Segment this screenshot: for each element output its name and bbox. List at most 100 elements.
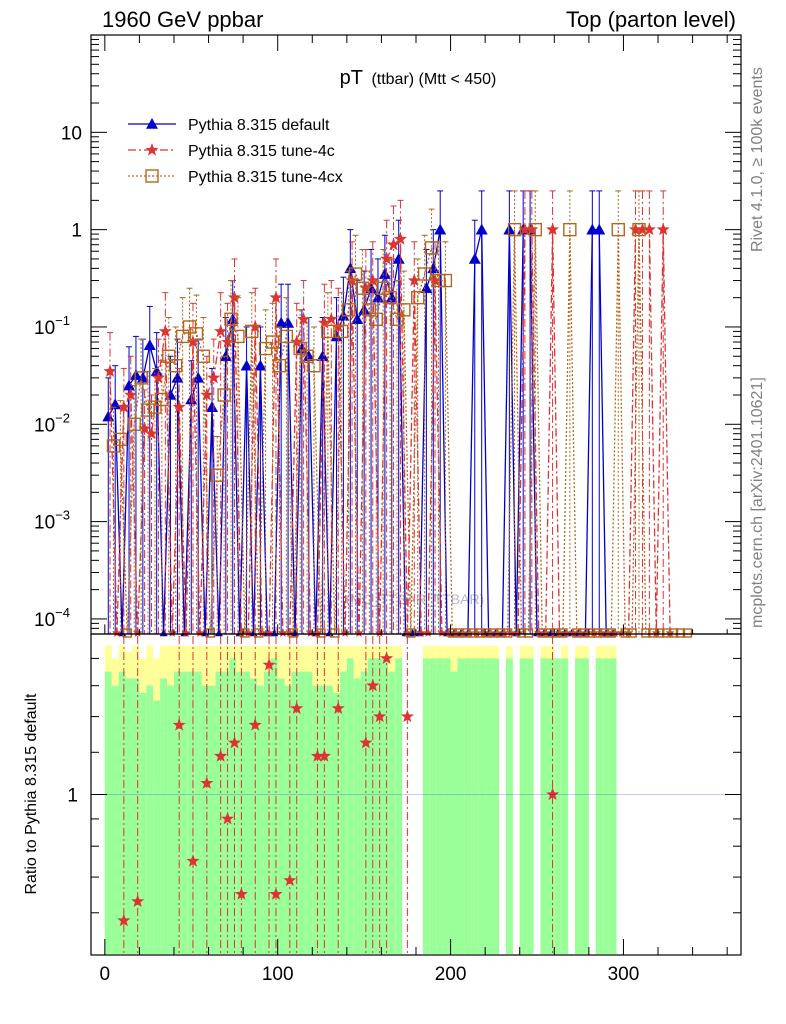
svg-text:pT (ttbar) (Mtt < 450): pT (ttbar) (Mtt < 450) bbox=[340, 67, 497, 89]
y-tick-label: 10 bbox=[61, 123, 82, 144]
zero-point-tune4cx bbox=[482, 628, 492, 638]
mcplots-reference-label: mcplots.cern.ch [arXiv:2401.10621] bbox=[749, 377, 766, 628]
zero-point-tune4cx bbox=[661, 628, 672, 638]
data-point-default bbox=[434, 223, 447, 235]
ratio-uncertainty-bands bbox=[104, 645, 617, 954]
legend-entry-tune4cx: Pythia 8.315 tune-4cx bbox=[128, 169, 343, 186]
y-tick-label-exponent: −3 bbox=[55, 508, 70, 523]
ratio-band-inner bbox=[167, 685, 174, 954]
data-point-tune4cx bbox=[272, 358, 287, 373]
ratio-point-tune4c bbox=[214, 749, 228, 762]
main-series-layer bbox=[102, 190, 693, 638]
data-point-default bbox=[171, 371, 184, 383]
zero-point-tune4cx bbox=[330, 628, 340, 638]
zero-point-tune4cx bbox=[578, 628, 589, 638]
ratio-band-inner bbox=[526, 658, 534, 954]
ratio-band-inner bbox=[194, 671, 202, 954]
ratio-point-tune4c bbox=[400, 709, 414, 723]
data-point-tune4c bbox=[525, 222, 539, 236]
data-point-default bbox=[378, 268, 391, 279]
ratio-band-inner bbox=[284, 685, 292, 954]
zero-point-tune4cx bbox=[454, 628, 464, 638]
data-point-tune4c bbox=[158, 324, 172, 338]
zero-point-tune4c bbox=[181, 628, 191, 637]
zero-point-tune4cx bbox=[240, 628, 250, 638]
data-point-tune4c bbox=[366, 273, 380, 287]
ratio-band-inner bbox=[395, 658, 403, 954]
ratio-band-inner bbox=[575, 658, 582, 954]
zero-point-tune4c bbox=[375, 628, 385, 637]
data-point-tune4cx bbox=[300, 349, 314, 363]
ratio-band-inner bbox=[201, 685, 209, 954]
data-point-tune4cx bbox=[632, 222, 646, 237]
data-point-tune4cx bbox=[507, 222, 522, 237]
ratio-band-inner bbox=[519, 658, 527, 954]
ratio-band-inner bbox=[250, 678, 257, 954]
data-point-default bbox=[475, 223, 488, 235]
ratio-band-inner bbox=[229, 658, 237, 954]
ratio-series-tune4c bbox=[117, 636, 560, 953]
zero-point-tune4c bbox=[133, 628, 143, 637]
data-point-tune4cx bbox=[293, 341, 307, 356]
ratio-band-inner bbox=[305, 671, 313, 954]
zero-point-tune4cx bbox=[489, 628, 499, 638]
ratio-band-inner bbox=[312, 685, 320, 954]
ratio-band-inner bbox=[104, 671, 112, 954]
data-point-tune4cx bbox=[217, 388, 231, 402]
header-left-label: 1960 GeV ppbar bbox=[102, 7, 263, 32]
ratio-band-inner bbox=[388, 671, 396, 954]
plot-title: pT (ttbar) (Mtt < 450) bbox=[340, 67, 497, 89]
zero-point-tune4cx bbox=[592, 628, 603, 638]
y-tick-label-base: 10 bbox=[34, 318, 55, 339]
zero-point-tune4c bbox=[278, 628, 288, 637]
series-tune4c bbox=[103, 190, 675, 637]
ratio-point-tune4c bbox=[290, 701, 304, 714]
data-point-default bbox=[358, 303, 371, 315]
ratio-point-tune4c bbox=[380, 651, 394, 665]
ratio-band-inner bbox=[319, 685, 327, 954]
data-point-tune4c bbox=[103, 364, 117, 377]
ratio-point-tune4c bbox=[269, 887, 283, 900]
ratio-point-tune4c bbox=[366, 678, 380, 692]
zero-point-tune4c bbox=[167, 628, 177, 637]
ratio-band-inner bbox=[478, 658, 486, 954]
legend-label: Pythia 8.315 default bbox=[188, 117, 330, 134]
zero-point-default bbox=[325, 629, 334, 637]
ratio-band-inner bbox=[422, 658, 430, 954]
ratio-band-inner bbox=[160, 678, 168, 954]
data-point-tune4c bbox=[214, 324, 228, 338]
data-point-tune4cx bbox=[169, 358, 183, 373]
data-point-tune4c bbox=[546, 222, 560, 236]
y-tick-label-base: 10 bbox=[34, 513, 55, 534]
data-point-tune4cx bbox=[279, 329, 294, 344]
data-point-tune4c bbox=[207, 370, 221, 384]
y-tick-label: 10−4 bbox=[34, 605, 70, 631]
ratio-point-tune4c bbox=[221, 812, 235, 825]
data-point-tune4cx bbox=[155, 392, 169, 407]
data-point-tune4c bbox=[386, 237, 401, 251]
zero-point-tune4c bbox=[112, 628, 122, 637]
zero-point-tune4cx bbox=[599, 628, 610, 638]
ratio-band-inner bbox=[353, 678, 361, 954]
data-point-default bbox=[219, 350, 232, 362]
ratio-point-tune4c bbox=[317, 749, 331, 762]
zero-point-tune4cx bbox=[447, 628, 458, 638]
data-point-tune4c bbox=[380, 252, 394, 265]
y-tick-label-base: 10 bbox=[34, 415, 55, 436]
data-point-tune4cx bbox=[231, 329, 245, 344]
data-point-tune4cx bbox=[438, 273, 453, 288]
ratio-band-inner bbox=[208, 685, 216, 954]
legend-marker bbox=[146, 118, 158, 129]
data-point-tune4c bbox=[269, 290, 283, 304]
zero-point-tune4cx bbox=[468, 628, 478, 638]
data-point-default bbox=[150, 365, 163, 377]
data-point-default bbox=[351, 313, 364, 325]
zero-point-tune4cx bbox=[523, 628, 534, 638]
zero-point-tune4cx bbox=[585, 628, 596, 638]
ratio-band-inner bbox=[554, 658, 562, 954]
legend-entry-tune4c: Pythia 8.315 tune-4c bbox=[128, 143, 335, 160]
zero-point-tune4cx bbox=[544, 628, 554, 638]
data-point-default bbox=[206, 401, 219, 412]
ratio-point-tune4c bbox=[262, 658, 276, 671]
zero-point-tune4cx bbox=[502, 628, 513, 638]
